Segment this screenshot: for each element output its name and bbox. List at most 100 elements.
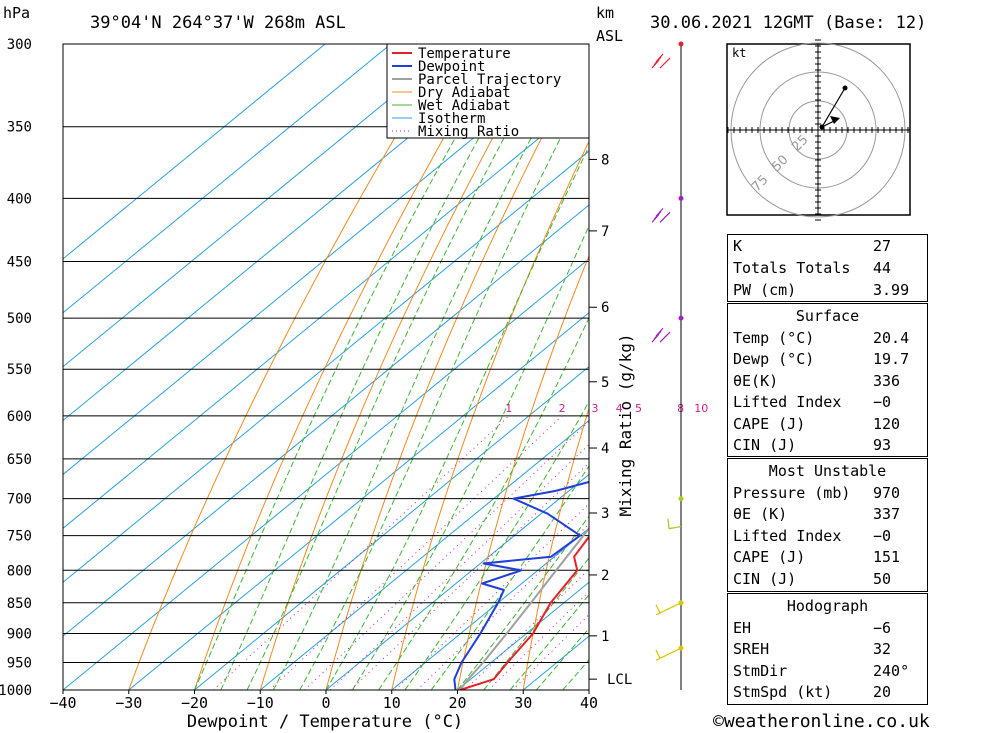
- isotherm-line: [63, 258, 589, 690]
- dry-adiabat-line: [128, 44, 452, 690]
- parcel-trajectory-line: [459, 526, 589, 690]
- pressure-tick-label: 750: [7, 529, 32, 545]
- pressure-tick-label: 450: [7, 255, 32, 271]
- mu-theta-label: θE (K): [733, 505, 788, 523]
- mu-theta-value: 337: [873, 505, 901, 523]
- mu-cin-label: CIN (J): [733, 570, 797, 588]
- surface-cape-value: 120: [873, 415, 901, 433]
- mu-li-value: −0: [873, 527, 892, 545]
- wet-adiabat-line: [404, 400, 589, 690]
- dry-adiabat-line: [978, 44, 1000, 690]
- km-label: km: [596, 4, 614, 22]
- legend-isotherm: Isotherm: [418, 111, 485, 127]
- isotherm-line: [325, 473, 589, 690]
- mu-cin-value: 50: [873, 570, 892, 588]
- km-tick-label: 1: [601, 629, 609, 645]
- temp-tick-label: −40: [49, 694, 76, 712]
- mixing-ratio-line: [488, 590, 589, 690]
- eh-label: EH: [733, 619, 752, 637]
- mixing-ratio-label: 5: [635, 402, 642, 415]
- surface-theta-label: θE(K): [733, 372, 779, 390]
- pressure-tick-label: 800: [7, 563, 32, 579]
- mu-pressure-label: Pressure (mb): [733, 484, 851, 502]
- dewpoint-line: [453, 480, 589, 690]
- temperature-line: [459, 535, 589, 690]
- surface-temp-value: 20.4: [873, 329, 910, 347]
- wind-level-dot: [678, 315, 684, 321]
- surface-theta-value: 336: [873, 372, 901, 390]
- mixing-ratio-line: [269, 415, 563, 690]
- surface-cin-label: CIN (J): [733, 436, 797, 454]
- wind-barb: [655, 602, 682, 616]
- most-unstable-table: Most Unstable Pressure (mb) 970 θE (K) 337…: [727, 458, 928, 592]
- isotherm-line: [128, 312, 589, 690]
- pressure-tick-label: 400: [7, 191, 32, 207]
- pressure-tick-label: 1000: [0, 683, 32, 699]
- wind-barb: [651, 53, 671, 69]
- mixing-ratio-label: 2: [559, 402, 566, 415]
- k-index-value: 27: [873, 237, 892, 255]
- wind-profile: [651, 41, 684, 690]
- isotherm-line: [63, 44, 523, 422]
- surface-li-label: Lifted Index: [733, 393, 842, 411]
- wet-adiabat-line: [457, 515, 589, 690]
- copyright-footer: ©weatheronline.co.uk: [713, 711, 930, 732]
- stmdir-label: StmDir: [733, 662, 788, 680]
- isotherm-line: [63, 44, 457, 368]
- wind-barb: [651, 207, 671, 223]
- mixing-ratio-label: 10: [694, 402, 708, 415]
- pw-value: 3.99: [873, 281, 910, 299]
- asl-label: ASL: [596, 27, 623, 45]
- isotherm-line: [63, 150, 589, 583]
- surface-dewp-label: Dewp (°C): [733, 350, 815, 368]
- stmdir-value: 240°: [873, 662, 910, 680]
- legend-mixing-ratio: Mixing Ratio: [418, 124, 519, 140]
- wet-adiabat-line: [220, 44, 533, 690]
- pw-label: PW (cm): [733, 281, 797, 299]
- mixing-ratio-line: [512, 614, 589, 690]
- legend-dewpoint: Dewpoint: [418, 59, 485, 75]
- isotherm-line: [63, 44, 326, 260]
- pressure-tick-label: 700: [7, 492, 32, 508]
- mixing-ratio-line: [464, 568, 589, 690]
- indices-table: K 27 Totals Totals 44 PW (cm) 3.99: [727, 234, 928, 302]
- surface-li-value: −0: [873, 393, 892, 411]
- surface-table: Surface Temp (°C) 20.4 Dewp (°C) 19.7 θE(K…: [727, 303, 928, 457]
- surface-dewp-value: 19.7: [873, 350, 910, 368]
- temp-tick-label: −20: [181, 694, 208, 712]
- km-tick-label: 5: [601, 375, 609, 391]
- pressure-tick-label: 350: [7, 120, 32, 136]
- km-tick-label: 8: [601, 152, 609, 168]
- pressure-tick-label: 600: [7, 409, 32, 425]
- stmspd-value: 20: [873, 683, 892, 701]
- km-tick-label: 7: [601, 224, 609, 240]
- sounding-profiles: [453, 480, 589, 690]
- wet-adiabat-line: [378, 316, 589, 690]
- wind-level-dot: [678, 41, 684, 47]
- km-tick-label: LCL: [607, 672, 632, 688]
- wet-adiabat-line: [509, 594, 589, 690]
- legend-temperature: Temperature: [418, 46, 511, 62]
- km-tick-label: 3: [601, 506, 609, 522]
- isotherm-line: [63, 96, 589, 529]
- sreh-label: SREH: [733, 640, 770, 658]
- km-tick-label: 2: [601, 568, 609, 584]
- mu-title: Most Unstable: [768, 462, 887, 480]
- pressure-tick-label: 300: [7, 37, 32, 53]
- hodograph-trace: [821, 87, 846, 128]
- location-title: 39°04'N 264°37'W 268m ASL: [90, 13, 346, 33]
- wet-adiabat-line: [483, 557, 589, 690]
- wind-barb: [655, 647, 682, 661]
- wind-level-dot: [678, 195, 684, 201]
- wet-adiabat-line: [430, 465, 589, 690]
- mixing-ratio-label: 1: [505, 402, 512, 415]
- isotherm-line: [391, 527, 589, 690]
- temp-tick-label: 0: [321, 694, 330, 712]
- wet-adiabat-line: [299, 81, 589, 690]
- surface-temp-label: Temp (°C): [733, 329, 815, 347]
- dry-adiabat-line: [916, 44, 1000, 690]
- hodograph-unit: kt: [732, 46, 746, 60]
